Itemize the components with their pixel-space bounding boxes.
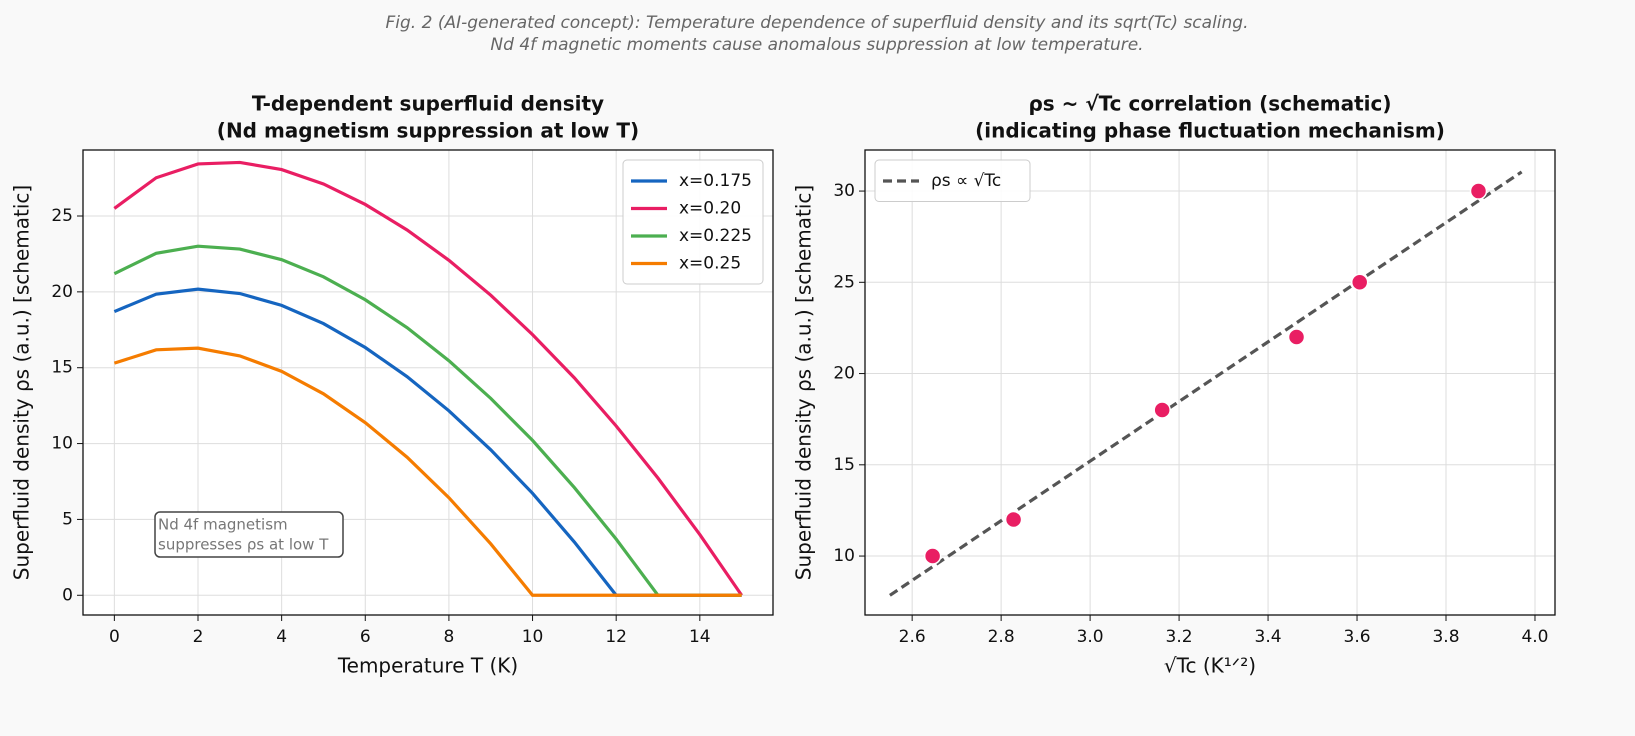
plot-frame xyxy=(864,149,1556,616)
legend-box xyxy=(874,159,1031,202)
x-tick-label: 3.4 xyxy=(1255,627,1282,647)
chart-title: (Nd magnetism suppression at low T) xyxy=(217,119,639,143)
x-tick-label: 3.0 xyxy=(1077,627,1104,647)
x-tick-label: 3.6 xyxy=(1344,627,1371,647)
point xyxy=(1350,273,1369,292)
x-axis-label: Temperature T (K) xyxy=(337,654,518,678)
y-tick-label: 15 xyxy=(833,455,855,475)
y-tick-label: 0 xyxy=(62,585,73,605)
plot-frame xyxy=(82,149,774,616)
x-tick-label: 2 xyxy=(193,627,204,647)
x-tick-label: 3.8 xyxy=(1432,627,1459,647)
x-tick-label: 10 xyxy=(522,627,544,647)
x-tick-label: 2.6 xyxy=(899,627,926,647)
series-line xyxy=(113,346,742,597)
chart-title: ρs ~ √Tc correlation (schematic) xyxy=(1028,92,1391,116)
x-tick-label: 14 xyxy=(689,627,711,647)
y-tick-label: 30 xyxy=(833,181,855,201)
legend-box xyxy=(622,159,764,285)
y-tick-label: 15 xyxy=(51,358,73,378)
legend-label: x=0.175 xyxy=(679,171,752,191)
x-tick-label: 4.0 xyxy=(1521,627,1548,647)
y-tick-label: 20 xyxy=(51,282,73,302)
y-tick-label: 10 xyxy=(833,546,855,566)
point xyxy=(923,547,942,565)
x-tick-label: 0 xyxy=(109,627,120,647)
legend-label: x=0.225 xyxy=(679,226,752,246)
x-axis-label: √Tc (K¹ᐟ²) xyxy=(1164,654,1256,678)
point xyxy=(1153,401,1171,419)
chart-title: T-dependent superfluid density xyxy=(252,92,604,116)
legend-label: x=0.25 xyxy=(679,254,741,274)
legend-label: x=0.20 xyxy=(679,199,741,219)
y-tick-label: 5 xyxy=(62,509,73,529)
x-tick-label: 3.2 xyxy=(1166,627,1193,647)
y-tick-label: 20 xyxy=(833,364,855,384)
series-line xyxy=(113,244,742,597)
y-tick-label: 25 xyxy=(833,272,855,292)
y-tick-label: 10 xyxy=(51,434,73,454)
x-tick-label: 4 xyxy=(276,627,287,647)
point xyxy=(1469,182,1488,200)
y-axis-label: Superfluid density ρs (a.u.) [schematic] xyxy=(10,185,34,580)
x-tick-label: 6 xyxy=(360,627,371,647)
chart-title: (indicating phase fluctuation mechanism) xyxy=(975,119,1445,143)
y-axis-label: Superfluid density ρs (a.u.) [schematic] xyxy=(792,185,816,580)
x-tick-label: 2.8 xyxy=(988,627,1015,647)
suptitle: Nd 4f magnetic moments cause anomalous s… xyxy=(490,35,1143,55)
series-line xyxy=(113,160,743,597)
y-tick-label: 25 xyxy=(51,206,73,226)
point xyxy=(1004,510,1023,529)
x-tick-label: 12 xyxy=(605,627,627,647)
x-tick-label: 8 xyxy=(443,627,454,647)
annotation-box xyxy=(154,511,344,558)
series-line xyxy=(889,170,1523,597)
point xyxy=(1287,328,1306,346)
legend-label: ρs ∝ √Tc xyxy=(931,171,1001,191)
suptitle: Fig. 2 (AI-generated concept): Temperatu… xyxy=(386,13,1249,33)
annotation: Nd 4f magnetism xyxy=(158,516,288,534)
annotation: suppresses ρs at low T xyxy=(158,536,329,554)
